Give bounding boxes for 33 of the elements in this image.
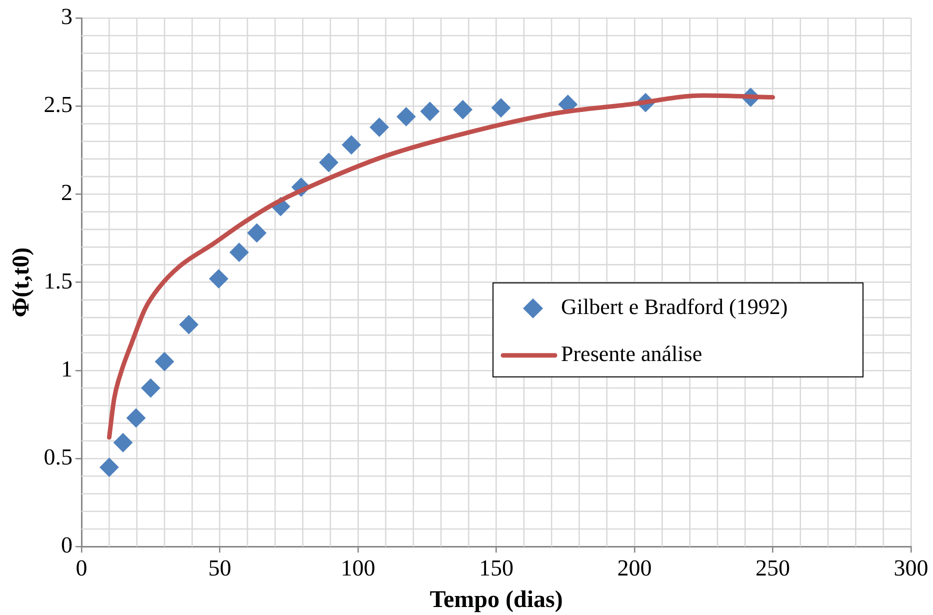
x-tick-label: 50 [208,555,232,580]
point [179,315,198,334]
point [247,223,266,242]
x-tick-label: 250 [756,555,790,580]
x-tick-label: 100 [340,555,376,580]
x-tick-label: 150 [479,555,514,580]
point [491,98,510,118]
y-tick-label: 1 [61,356,73,382]
point [230,242,249,262]
y-tick-label: 2 [61,180,73,206]
point [100,458,119,477]
point [420,102,440,121]
point [370,118,389,137]
point [342,135,361,154]
point [126,408,146,428]
legend-label: Gilbert e Bradford (1992) [561,294,788,320]
point [141,378,160,398]
y-tick-label: 1.5 [44,268,73,294]
y-tick-label: 2.5 [44,92,73,118]
point [154,352,174,372]
y-tick-label: 0.5 [44,444,73,470]
point [209,269,228,288]
x-tick-label: 300 [894,555,928,580]
point [396,107,416,126]
y-axis-title: Φ(t,t0) [8,247,35,318]
x-axis-title: Tempo (dias) [430,586,563,613]
legend-label: Presente análise [561,341,702,366]
x-tick-label: 200 [617,555,652,580]
y-tick-label: 3 [61,4,73,30]
point [114,433,133,452]
point [319,152,338,172]
y-tick-label: 0 [61,532,73,558]
point [453,100,472,120]
